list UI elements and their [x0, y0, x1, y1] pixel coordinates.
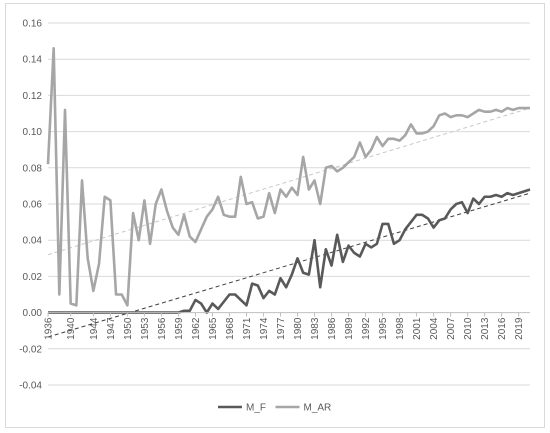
x-tick-label: 1962 [191, 317, 202, 340]
y-tick-label: 0.16 [23, 19, 43, 30]
x-tick-label: 1980 [293, 317, 304, 340]
y-tick-label: 0.12 [23, 91, 43, 102]
x-tick-label: 1947 [106, 317, 117, 340]
x-tick-label: 1936 [44, 317, 55, 340]
x-tick-label: 2004 [429, 317, 440, 340]
x-tick-label: 1971 [242, 317, 253, 340]
y-tick-label: 0.08 [23, 163, 43, 174]
y-tick-label: 0.14 [23, 55, 43, 66]
legend-label-m-ar: M_AR [304, 403, 332, 414]
x-tick-label: 1995 [378, 317, 389, 340]
x-tick-label: 2007 [446, 317, 457, 340]
x-tick-label: 1953 [140, 317, 151, 340]
x-tick-label: 1983 [310, 317, 321, 340]
chart-frame [5, 3, 545, 428]
x-tick-label: 2001 [412, 317, 423, 340]
x-tick-label: 1959 [174, 317, 185, 340]
x-tick-label: 2016 [497, 317, 508, 340]
y-tick-label: 0.10 [23, 127, 43, 138]
y-tick-label: 0.04 [23, 236, 43, 247]
y-tick-label: 0.02 [23, 272, 43, 283]
x-tick-label: 1965 [208, 317, 219, 340]
x-tick-label: 1992 [361, 317, 372, 340]
x-tick-label: 1944 [89, 317, 100, 340]
trendlines [47, 107, 531, 338]
y-tick-label: 0.06 [23, 200, 43, 211]
y-tick-label: -0.04 [19, 381, 42, 392]
x-axis-ticks: 1936 1940 1944 1947 1950 1953 1956 1959 1962 1965… [44, 312, 525, 340]
legend: M_F M_AR [218, 403, 331, 414]
trendline-m-f [47, 192, 531, 338]
x-tick-label: 1956 [157, 317, 168, 340]
x-tick-label: 1968 [225, 317, 236, 340]
x-tick-label: 1986 [327, 317, 338, 340]
x-tick-label: 1950 [123, 317, 134, 340]
y-tick-label: -0.02 [19, 344, 42, 355]
legend-label-m-f: M_F [246, 403, 266, 414]
x-tick-label: 1940 [66, 317, 77, 340]
x-tick-label: 1998 [395, 317, 406, 340]
x-tick-label: 2010 [463, 317, 474, 340]
x-tick-label: 1977 [276, 317, 287, 340]
series-lines [46, 47, 531, 314]
trendline-m-ar [47, 107, 531, 256]
x-tick-label: 2013 [480, 317, 491, 340]
x-tick-label: 1974 [259, 317, 270, 340]
series-line-m-ar [46, 47, 530, 307]
y-axis-ticks: 0.16 0.14 0.12 0.10 0.08 0.06 0.04 0.02 0.00 -0.0… [19, 19, 42, 392]
x-tick-label: 2019 [514, 317, 525, 340]
x-tick-label: 1989 [344, 317, 355, 340]
y-tick-label: 0.00 [23, 308, 43, 319]
gridlines [48, 22, 530, 386]
